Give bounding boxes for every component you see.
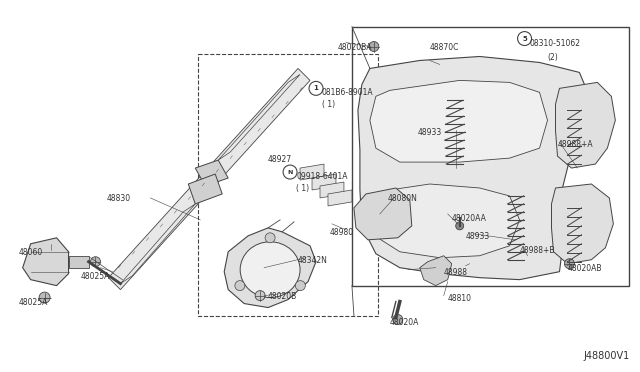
Text: 48342N: 48342N (298, 256, 328, 265)
Polygon shape (120, 204, 195, 283)
Polygon shape (108, 68, 310, 290)
Text: 48020BA: 48020BA (338, 42, 372, 52)
Polygon shape (354, 188, 412, 240)
Polygon shape (218, 74, 300, 160)
Circle shape (393, 314, 403, 324)
Polygon shape (358, 57, 589, 280)
Text: 081B6-8901A: 081B6-8901A (322, 89, 374, 97)
Text: 48988+B: 48988+B (520, 246, 555, 255)
Polygon shape (552, 184, 613, 264)
Text: 48810: 48810 (448, 294, 472, 302)
Polygon shape (370, 80, 547, 162)
Text: 48830: 48830 (106, 194, 131, 203)
Polygon shape (320, 182, 344, 198)
Polygon shape (372, 184, 520, 258)
Polygon shape (312, 174, 336, 190)
Text: 48927: 48927 (268, 155, 292, 164)
Polygon shape (420, 256, 452, 286)
Text: 48020AA: 48020AA (452, 214, 486, 223)
Text: 08310-51062: 08310-51062 (529, 39, 580, 48)
Text: 48080N: 48080N (388, 194, 418, 203)
Ellipse shape (240, 242, 300, 298)
Bar (352, 26, 629, 286)
Text: 48988+A: 48988+A (557, 140, 593, 149)
Text: 48870C: 48870C (430, 42, 459, 52)
Text: 5: 5 (522, 36, 527, 42)
Text: N: N (287, 170, 292, 174)
Polygon shape (22, 238, 68, 286)
Circle shape (564, 259, 575, 269)
Polygon shape (195, 160, 228, 186)
Text: 48025A: 48025A (81, 272, 110, 281)
Text: 48020A: 48020A (390, 318, 419, 327)
Circle shape (39, 292, 50, 303)
Text: 1: 1 (314, 85, 319, 92)
Text: 48980: 48980 (330, 228, 354, 237)
Circle shape (235, 280, 245, 291)
Polygon shape (328, 190, 352, 206)
Text: 48020AB: 48020AB (568, 264, 602, 273)
Circle shape (255, 291, 265, 301)
Text: 48933: 48933 (418, 128, 442, 137)
Text: J48800V1: J48800V1 (583, 351, 629, 361)
Text: 48988: 48988 (444, 268, 468, 277)
Bar (68, 256, 88, 268)
Circle shape (90, 257, 100, 267)
Text: 48025A: 48025A (19, 298, 48, 307)
Polygon shape (188, 174, 222, 204)
Polygon shape (556, 82, 615, 168)
Text: 09918-6401A: 09918-6401A (296, 172, 348, 181)
Text: ( 1): ( 1) (296, 184, 309, 193)
Circle shape (265, 233, 275, 243)
Polygon shape (224, 228, 316, 308)
Text: 48020B: 48020B (268, 292, 298, 301)
Circle shape (296, 280, 305, 291)
Circle shape (456, 222, 464, 230)
Text: 48933: 48933 (466, 232, 490, 241)
Circle shape (369, 42, 379, 51)
Polygon shape (300, 164, 324, 180)
Text: ( 1): ( 1) (322, 100, 335, 109)
Bar (198, 54, 378, 315)
Text: 48060: 48060 (19, 248, 43, 257)
Text: (2): (2) (547, 52, 558, 61)
